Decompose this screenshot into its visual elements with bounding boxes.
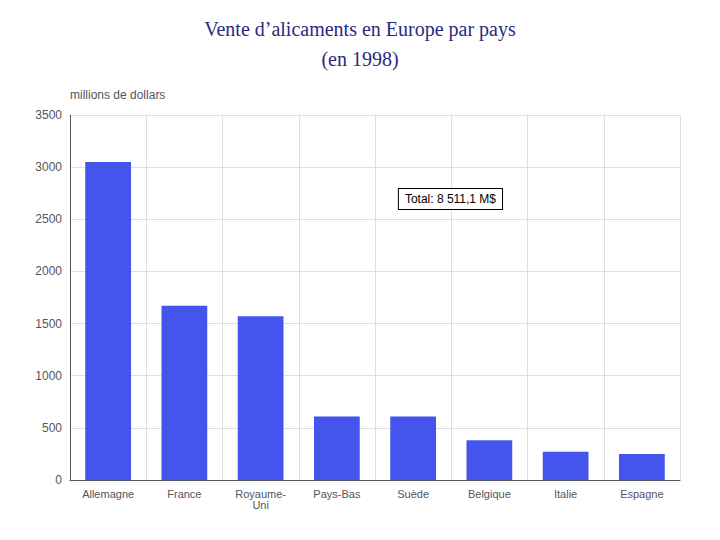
svg-text:Vente d’alicaments en Europe p: Vente d’alicaments en Europe par pays: [204, 18, 516, 41]
svg-text:Total: 8 511,1 M$: Total: 8 511,1 M$: [405, 192, 496, 206]
svg-text:3000: 3000: [35, 160, 62, 174]
svg-text:Espagne: Espagne: [620, 488, 663, 500]
svg-text:Royaume-: Royaume-: [235, 487, 286, 500]
svg-text:France: France: [167, 488, 201, 500]
svg-text:Suède: Suède: [397, 488, 429, 500]
svg-text:Allemagne: Allemagne: [82, 488, 134, 500]
svg-text:3500: 3500: [35, 108, 62, 122]
svg-text:Pays-Bas: Pays-Bas: [313, 488, 361, 500]
svg-text:Belgique: Belgique: [468, 488, 511, 500]
svg-text:2500: 2500: [35, 212, 62, 226]
svg-text:0: 0: [55, 473, 62, 487]
svg-text:2000: 2000: [35, 264, 62, 278]
svg-text:1000: 1000: [35, 369, 62, 383]
svg-text:Italie: Italie: [554, 488, 577, 500]
svg-text:(en 1998): (en 1998): [321, 48, 398, 71]
svg-text:Uni: Uni: [252, 499, 269, 511]
svg-text:millions de dollars: millions de dollars: [70, 88, 165, 102]
svg-text:500: 500: [42, 421, 62, 435]
svg-text:1500: 1500: [35, 317, 62, 331]
